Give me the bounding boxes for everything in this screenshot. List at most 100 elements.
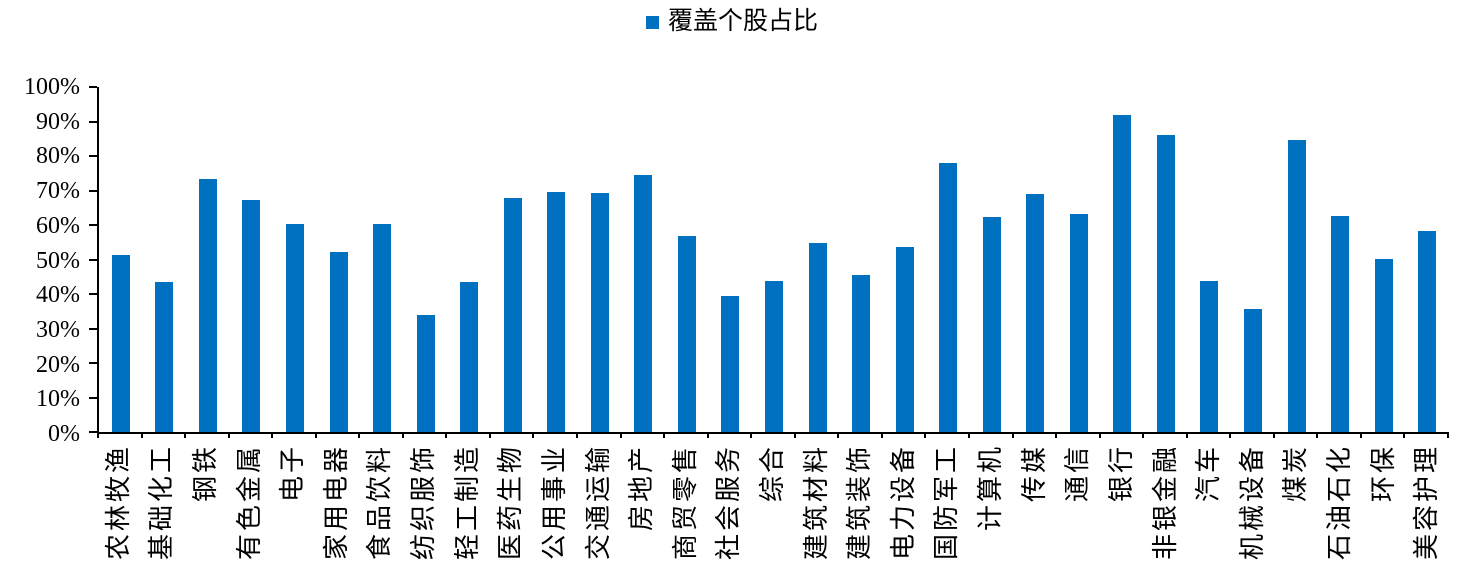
- x-tick-mark: [140, 432, 143, 438]
- bar-计算机: [982, 217, 1001, 432]
- x-category-label: 计算机: [976, 444, 1006, 532]
- x-tick-mark: [1185, 432, 1188, 438]
- x-category-label: 汽车: [1194, 444, 1224, 503]
- x-category-label: 有色金属: [234, 444, 264, 561]
- x-tick-mark: [1098, 432, 1101, 438]
- bar-石油石化: [1331, 216, 1350, 432]
- bar-国防军工: [939, 162, 958, 432]
- x-category-cell: 基础化工: [141, 441, 185, 571]
- y-tick-label: 20%: [36, 351, 80, 378]
- y-tick-mark: [89, 362, 97, 364]
- x-category-label: 钢铁: [191, 444, 221, 503]
- x-tick-mark: [1142, 432, 1145, 438]
- x-tick-mark: [314, 432, 317, 438]
- x-category-cell: 食品饮料: [359, 441, 403, 571]
- x-tick-mark: [967, 432, 970, 438]
- bar-社会服务: [721, 295, 740, 432]
- x-category-cell: 美容护理: [1405, 441, 1449, 571]
- y-tick-label: 40%: [36, 282, 80, 309]
- bar-商贸零售: [677, 236, 696, 432]
- x-category-label: 商贸零售: [670, 444, 700, 561]
- bar-交通运输: [590, 192, 609, 432]
- x-category-cell: 机械设备: [1231, 441, 1275, 571]
- x-category-label: 传媒: [1019, 444, 1049, 503]
- bar-机械设备: [1244, 308, 1263, 432]
- x-tick-mark: [706, 432, 709, 438]
- bar-非银金融: [1156, 134, 1175, 432]
- bar-医药生物: [503, 197, 522, 432]
- x-category-cell: 国防军工: [926, 441, 970, 571]
- x-category-label: 建筑装饰: [845, 444, 875, 561]
- x-tick-mark: [445, 432, 448, 438]
- x-category-label: 煤炭: [1281, 444, 1311, 503]
- bar-传媒: [1026, 193, 1045, 432]
- legend: 覆盖个股占比: [0, 8, 1464, 36]
- x-category-label: 非银金融: [1150, 444, 1180, 561]
- y-tick-mark: [89, 258, 97, 261]
- y-tick-mark: [89, 431, 97, 433]
- bar-煤炭: [1287, 139, 1306, 432]
- y-axis-labels: 0% 10% 20% 30% 40% 50% 60% 70% 80% 90% 100%: [0, 75, 80, 446]
- x-category-label: 通信: [1063, 444, 1093, 503]
- x-category-label: 机械设备: [1237, 444, 1267, 561]
- y-tick-label: 10%: [36, 386, 80, 413]
- bar-基础化工: [155, 281, 174, 432]
- x-tick-mark: [1011, 432, 1014, 438]
- x-tick-mark: [358, 432, 361, 438]
- bar-房地产: [634, 175, 653, 432]
- x-category-label: 交通运输: [583, 444, 613, 561]
- x-category-label: 银行: [1106, 444, 1136, 503]
- x-category-cell: 石油石化: [1318, 441, 1362, 571]
- x-category-label: 房地产: [627, 444, 657, 532]
- x-tick-mark: [1359, 432, 1362, 438]
- x-tick-mark: [184, 432, 187, 438]
- x-category-label: 医药生物: [496, 444, 526, 561]
- x-tick-mark: [1447, 432, 1449, 438]
- y-tick-mark: [89, 86, 97, 88]
- legend-marker-square: [645, 15, 659, 29]
- x-tick-mark: [488, 432, 491, 438]
- x-category-label: 电子: [278, 444, 308, 503]
- x-category-cell: 交通运输: [577, 441, 621, 571]
- y-tick-label: 70%: [36, 178, 80, 205]
- x-tick-mark: [227, 432, 230, 438]
- y-tick-mark: [89, 293, 97, 295]
- x-category-cell: 公用事业: [533, 441, 577, 571]
- bar-汽车: [1200, 280, 1219, 432]
- x-category-cell: 环保: [1362, 441, 1406, 571]
- bar-纺织服饰: [416, 315, 435, 432]
- x-category-cell: 纺织服饰: [402, 441, 446, 571]
- x-category-cell: 农林牧渔: [97, 441, 141, 571]
- bar-食品饮料: [373, 224, 392, 432]
- x-category-cell: 非银金融: [1144, 441, 1188, 571]
- x-category-label: 纺织服饰: [409, 444, 439, 561]
- bar-环保: [1374, 258, 1393, 432]
- x-category-cell: 通信: [1056, 441, 1100, 571]
- x-tick-mark: [793, 432, 796, 438]
- x-category-label: 电力设备: [888, 444, 918, 561]
- y-tick-label: 90%: [36, 108, 80, 135]
- x-category-cell: 商贸零售: [664, 441, 708, 571]
- y-tick-mark: [89, 327, 97, 330]
- x-category-cell: 计算机: [969, 441, 1013, 571]
- x-category-label: 家用电器: [321, 444, 351, 561]
- y-tick-mark: [89, 396, 97, 399]
- x-category-label: 建筑材料: [801, 444, 831, 561]
- x-tick-mark: [924, 432, 927, 438]
- x-category-cell: 传媒: [1013, 441, 1057, 571]
- x-category-label: 轻工制造: [452, 444, 482, 561]
- x-tick-mark: [1055, 432, 1058, 438]
- x-tick-mark: [532, 432, 535, 438]
- y-tick-label: 50%: [36, 247, 80, 274]
- x-category-label: 农林牧渔: [103, 444, 133, 561]
- bar-综合: [765, 280, 783, 432]
- x-tick-mark: [750, 432, 753, 438]
- bar-公用事业: [547, 191, 566, 432]
- bar-银行: [1113, 115, 1132, 432]
- x-category-cell: 有色金属: [228, 441, 272, 571]
- x-category-cell: 房地产: [620, 441, 664, 571]
- x-tick-mark: [1229, 432, 1232, 438]
- bar-通信: [1069, 213, 1088, 432]
- x-category-cell: 银行: [1100, 441, 1144, 571]
